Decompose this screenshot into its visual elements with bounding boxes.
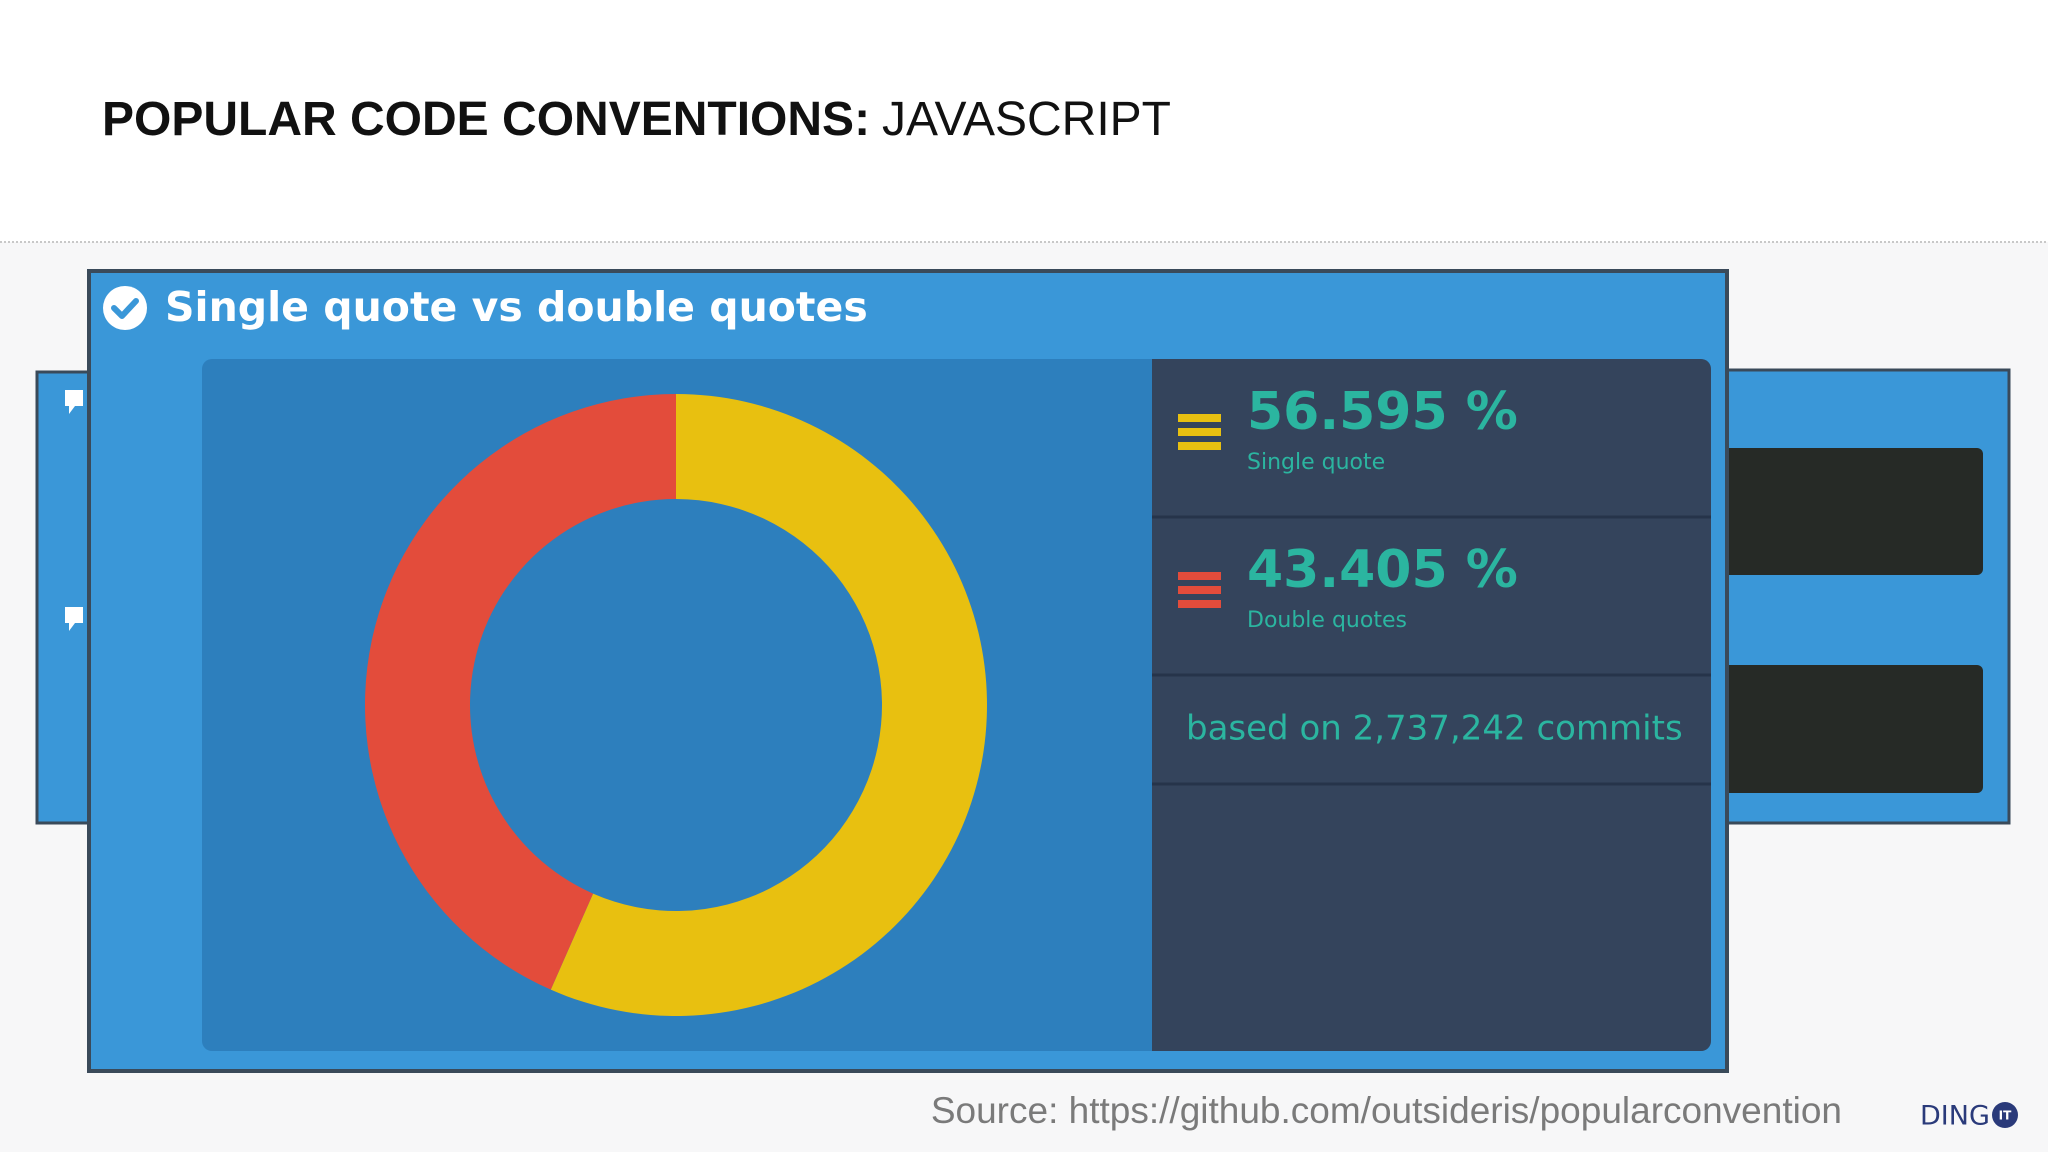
check-icon	[103, 286, 147, 330]
source: Source: https://github.com/outsideris/po…	[931, 1090, 1842, 1131]
slide-title: POPULAR CODE CONVENTIONS: JAVASCRIPT	[102, 93, 1171, 146]
slide-title-regular: JAVASCRIPT	[882, 93, 1171, 146]
legend-label: Single quote	[1247, 450, 1385, 475]
legend-value: 43.405 %	[1247, 540, 1518, 600]
logo-badge	[1992, 1102, 2018, 1128]
commit-note: based on 2,737,242 commits	[1186, 709, 1683, 749]
legend-label: Double quotes	[1247, 608, 1407, 633]
legend: 56.595 % Single quote 43.405 % Double quote…	[1152, 382, 1711, 677]
back-panel	[1720, 665, 1983, 793]
legend-icon	[1178, 414, 1221, 422]
check-mark	[111, 298, 139, 319]
header-bg	[0, 0, 2048, 242]
legend-icon	[1178, 586, 1221, 594]
donut	[364, 394, 987, 1017]
legend-value: 56.595 %	[1247, 382, 1518, 442]
legend-icon	[1178, 442, 1221, 450]
slide-title-bold: POPULAR CODE CONVENTIONS:	[102, 93, 870, 146]
back-panel	[1720, 448, 1983, 575]
legend-icon	[1178, 600, 1221, 608]
logo-text: DING	[1920, 1101, 1990, 1132]
donut-segment	[550, 394, 987, 1017]
legend-icon	[1178, 572, 1221, 580]
donut-segment	[364, 394, 676, 990]
legend-panel	[1152, 359, 1711, 1051]
logo-badge-text: IT	[1999, 1109, 2012, 1123]
card-title: Single quote vs double quotes	[165, 283, 868, 331]
legend-icon	[1178, 428, 1221, 436]
